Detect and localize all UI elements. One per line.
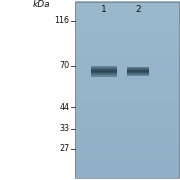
Text: 44: 44: [59, 103, 69, 112]
Bar: [75, 2, 179, 178]
Text: 70: 70: [59, 61, 69, 70]
Text: 2: 2: [135, 5, 141, 14]
Text: 116: 116: [54, 16, 69, 25]
Text: 1: 1: [101, 5, 106, 14]
Text: 27: 27: [59, 144, 69, 153]
Text: kDa: kDa: [33, 0, 50, 9]
Text: 33: 33: [59, 124, 69, 133]
